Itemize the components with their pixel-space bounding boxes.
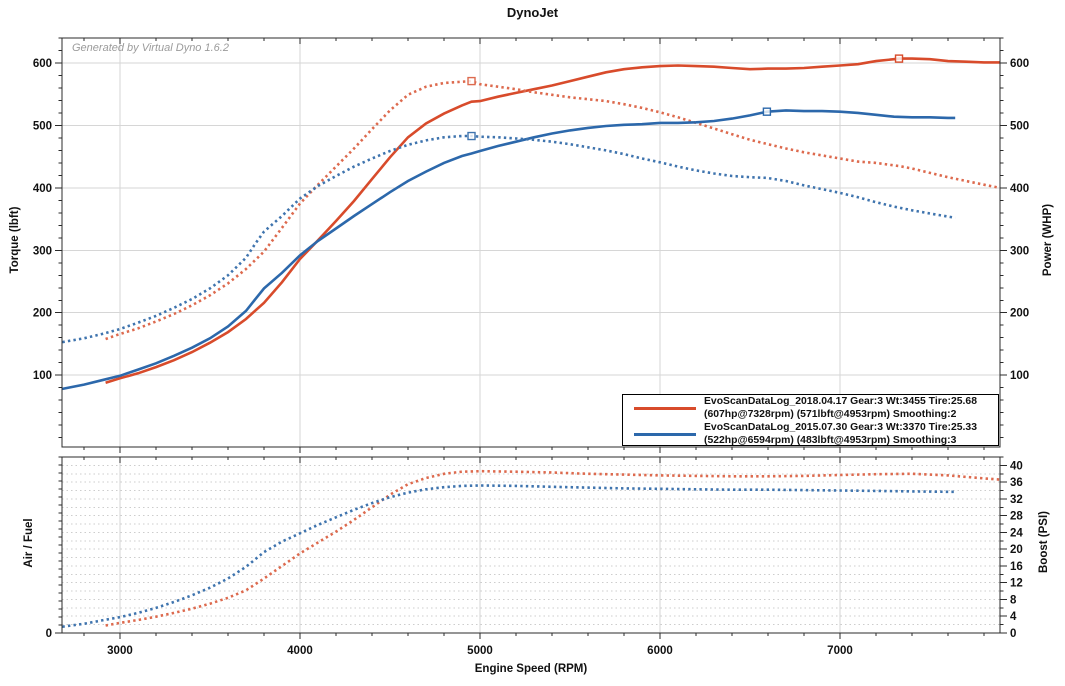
legend-2015-line2: (522hp@6594rpm) (483lbft@4953rpm) Smooth… [704, 435, 957, 446]
svg-text:0: 0 [1010, 628, 1016, 640]
boost-axis-title: Boost (PSI) [1038, 511, 1050, 573]
svg-text:16: 16 [1010, 561, 1023, 573]
chart-title: DynoJet [506, 5, 559, 20]
legend-2018-line2: (607hp@7328rpm) (571lbft@4953rpm) Smooth… [704, 409, 957, 420]
svg-text:5000: 5000 [467, 645, 493, 657]
legend-2018-line1: EvoScanDataLog_2018.04.17 Gear:3 Wt:3455… [704, 396, 977, 407]
torque-axis-title: Torque (lbft) [9, 206, 21, 274]
legend-entry-2018: EvoScanDataLog_2018.04.17 Gear:3 Wt:3455… [623, 395, 998, 421]
svg-text:28: 28 [1010, 511, 1023, 523]
legend: EvoScanDataLog_2018.04.17 Gear:3 Wt:3455… [622, 394, 999, 446]
svg-text:0: 0 [46, 628, 52, 640]
airfuel-axis-title: Air / Fuel [23, 518, 35, 568]
svg-text:500: 500 [33, 120, 52, 132]
svg-text:600: 600 [1010, 58, 1029, 70]
svg-text:200: 200 [1010, 308, 1029, 320]
svg-text:500: 500 [1010, 120, 1029, 132]
legend-swatch-2018 [634, 406, 696, 410]
svg-text:20: 20 [1010, 544, 1023, 556]
legend-swatch-2015 [634, 432, 696, 436]
svg-text:300: 300 [33, 245, 52, 257]
svg-text:400: 400 [1010, 183, 1029, 195]
svg-text:100: 100 [1010, 370, 1029, 382]
legend-entry-2015: EvoScanDataLog_2015.07.30 Gear:3 Wt:3370… [623, 421, 998, 447]
svg-text:400: 400 [33, 183, 52, 195]
svg-text:12: 12 [1010, 578, 1023, 590]
svg-text:40: 40 [1010, 460, 1023, 472]
svg-text:24: 24 [1010, 527, 1023, 539]
svg-text:300: 300 [1010, 245, 1029, 257]
svg-text:200: 200 [33, 308, 52, 320]
engine-speed-axis-title: Engine Speed (RPM) [474, 663, 588, 675]
svg-text:6000: 6000 [647, 645, 673, 657]
legend-2015-line1: EvoScanDataLog_2015.07.30 Gear:3 Wt:3370… [704, 422, 977, 433]
svg-text:8: 8 [1010, 594, 1017, 606]
watermark: Generated by Virtual Dyno 1.6.2 [72, 42, 229, 54]
svg-text:7000: 7000 [827, 645, 853, 657]
svg-text:4: 4 [1010, 611, 1017, 623]
power-axis-title: Power (WHP) [1042, 203, 1054, 277]
svg-text:100: 100 [33, 370, 52, 382]
svg-text:32: 32 [1010, 494, 1023, 506]
svg-text:36: 36 [1010, 477, 1023, 489]
svg-text:3000: 3000 [107, 645, 133, 657]
svg-text:600: 600 [33, 58, 52, 70]
svg-text:4000: 4000 [287, 645, 313, 657]
